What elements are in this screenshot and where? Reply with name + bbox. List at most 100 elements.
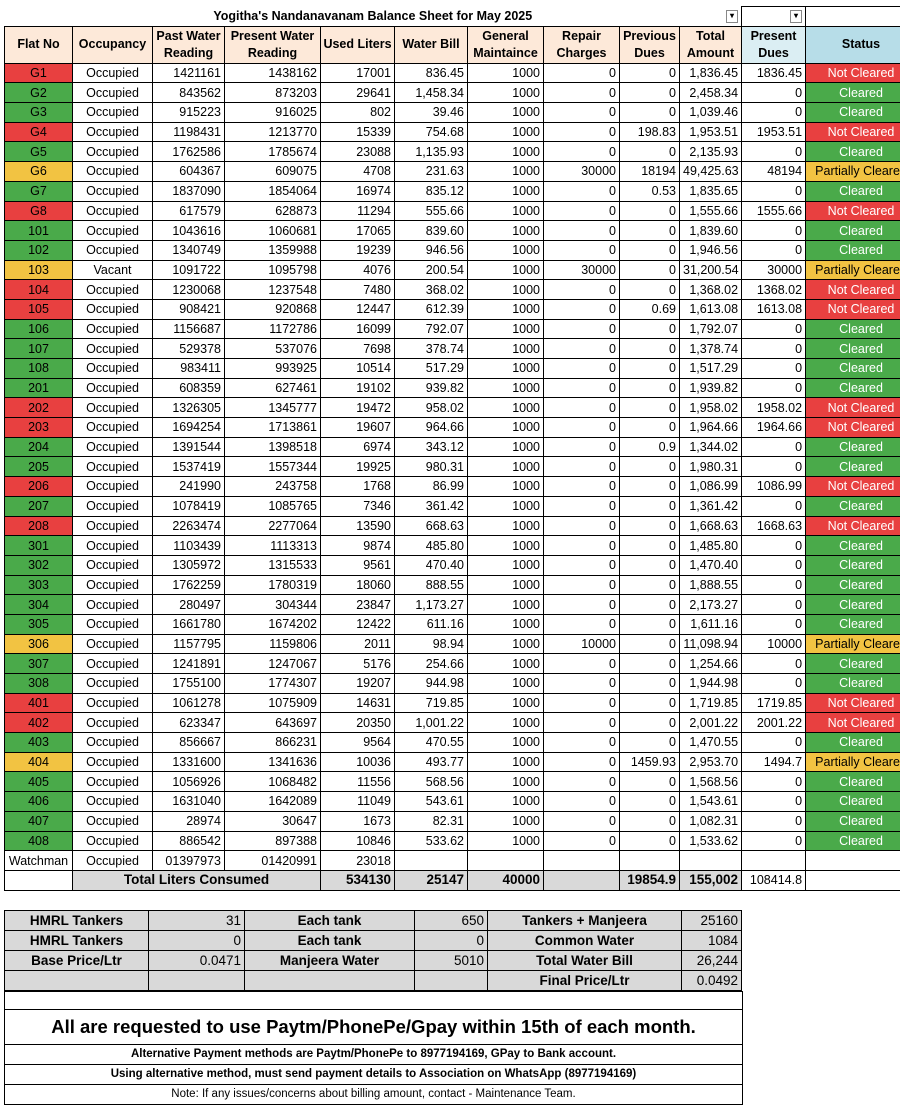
payment-notes: All are requested to use Paytm/PhonePe/G… — [4, 991, 743, 1105]
repair-charges: 0 — [544, 733, 620, 753]
flat-no: 203 — [5, 418, 73, 438]
sheet-title-cell: Yogitha's Nandanavanam Balance Sheet for… — [5, 7, 742, 27]
total-amount: 11,098.94 — [680, 634, 742, 654]
present-reading: 30647 — [225, 811, 321, 831]
present-reading: 643697 — [225, 713, 321, 733]
water-bill: 754.68 — [395, 122, 468, 142]
repair-charges: 0 — [544, 595, 620, 615]
past-reading: 1331600 — [153, 752, 225, 772]
total-amount: 1,368.02 — [680, 280, 742, 300]
general-maintenance: 1000 — [468, 418, 544, 438]
general-maintenance: 1000 — [468, 831, 544, 851]
header-previous: Previous Dues — [620, 26, 680, 63]
total-amount: 31,200.54 — [680, 260, 742, 280]
previous-dues: 0 — [620, 457, 680, 477]
previous-dues: 0.9 — [620, 437, 680, 457]
status-cell: Cleared — [806, 772, 900, 792]
used-liters: 7346 — [321, 496, 395, 516]
past-reading: 886542 — [153, 831, 225, 851]
status-cell: Cleared — [806, 496, 900, 516]
balance-table: Yogitha's Nandanavanam Balance Sheet for… — [4, 6, 900, 891]
water-bill: 1,135.93 — [395, 142, 468, 162]
present-reading: 873203 — [225, 83, 321, 103]
summary-value: 25160 — [682, 910, 742, 930]
repair-charges: 0 — [544, 122, 620, 142]
summary-value: 5010 — [415, 950, 488, 970]
water-bill: 839.60 — [395, 221, 468, 241]
present-dues: 1953.51 — [742, 122, 806, 142]
present-reading: 1060681 — [225, 221, 321, 241]
flat-no: G3 — [5, 103, 73, 123]
water-bill: 719.85 — [395, 693, 468, 713]
used-liters: 7698 — [321, 339, 395, 359]
totals-previous: 19854.9 — [620, 870, 680, 890]
previous-dues: 0 — [620, 339, 680, 359]
total-amount: 49,425.63 — [680, 162, 742, 182]
present-reading: 1237548 — [225, 280, 321, 300]
flat-no: G5 — [5, 142, 73, 162]
past-reading: 1078419 — [153, 496, 225, 516]
used-liters: 11049 — [321, 792, 395, 812]
flat-no: 207 — [5, 496, 73, 516]
total-amount: 1,668.63 — [680, 516, 742, 536]
repair-charges: 0 — [544, 575, 620, 595]
present-dues: 0 — [742, 437, 806, 457]
header-status: Status — [806, 26, 900, 63]
repair-charges: 0 — [544, 280, 620, 300]
header-past-water: Past Water Reading — [153, 26, 225, 63]
general-maintenance: 1000 — [468, 339, 544, 359]
previous-dues: 0 — [620, 811, 680, 831]
repair-charges: 0 — [544, 792, 620, 812]
present-dues: 0 — [742, 142, 806, 162]
notes-spacer — [5, 992, 742, 1010]
alternative-payment-text: Alternative Payment methods are Paytm/Ph… — [5, 1045, 742, 1065]
past-reading: 1694254 — [153, 418, 225, 438]
general-maintenance: 1000 — [468, 536, 544, 556]
summary-label: Base Price/Ltr — [5, 950, 149, 970]
general-maintenance: 1000 — [468, 575, 544, 595]
present-reading: 1438162 — [225, 63, 321, 83]
used-liters: 6974 — [321, 437, 395, 457]
total-amount: 1,254.66 — [680, 654, 742, 674]
occupancy: Occupied — [73, 536, 153, 556]
status-cell: Cleared — [806, 811, 900, 831]
sheet-title: Yogitha's Nandanavanam Balance Sheet for… — [213, 9, 532, 23]
past-reading: 1762259 — [153, 575, 225, 595]
water-bill: 888.55 — [395, 575, 468, 595]
present-dues: 0 — [742, 319, 806, 339]
present-dues: 0 — [742, 831, 806, 851]
present-dues — [742, 851, 806, 871]
flat-no: 202 — [5, 398, 73, 418]
past-reading: 1156687 — [153, 319, 225, 339]
filter-dropdown-icon[interactable]: ▾ — [790, 10, 802, 23]
general-maintenance: 1000 — [468, 162, 544, 182]
occupancy: Occupied — [73, 162, 153, 182]
water-bill: 1,458.34 — [395, 83, 468, 103]
filter-dropdown-icon[interactable]: ▾ — [726, 10, 738, 23]
occupancy: Occupied — [73, 555, 153, 575]
water-bill: 568.56 — [395, 772, 468, 792]
status-cell: Not Cleared — [806, 516, 900, 536]
occupancy: Occupied — [73, 772, 153, 792]
present-dues: 0 — [742, 733, 806, 753]
status-cell: Cleared — [806, 614, 900, 634]
water-bill: 939.82 — [395, 378, 468, 398]
flat-no: 103 — [5, 260, 73, 280]
present-dues: 0 — [742, 674, 806, 694]
present-dues: 0 — [742, 83, 806, 103]
flat-no: 301 — [5, 536, 73, 556]
total-amount: 1,378.74 — [680, 339, 742, 359]
total-amount: 1,344.02 — [680, 437, 742, 457]
status-cell: Cleared — [806, 437, 900, 457]
used-liters: 11556 — [321, 772, 395, 792]
totals-repair — [544, 870, 620, 890]
repair-charges: 0 — [544, 674, 620, 694]
present-dues: 30000 — [742, 260, 806, 280]
summary-label: Each tank — [245, 910, 415, 930]
